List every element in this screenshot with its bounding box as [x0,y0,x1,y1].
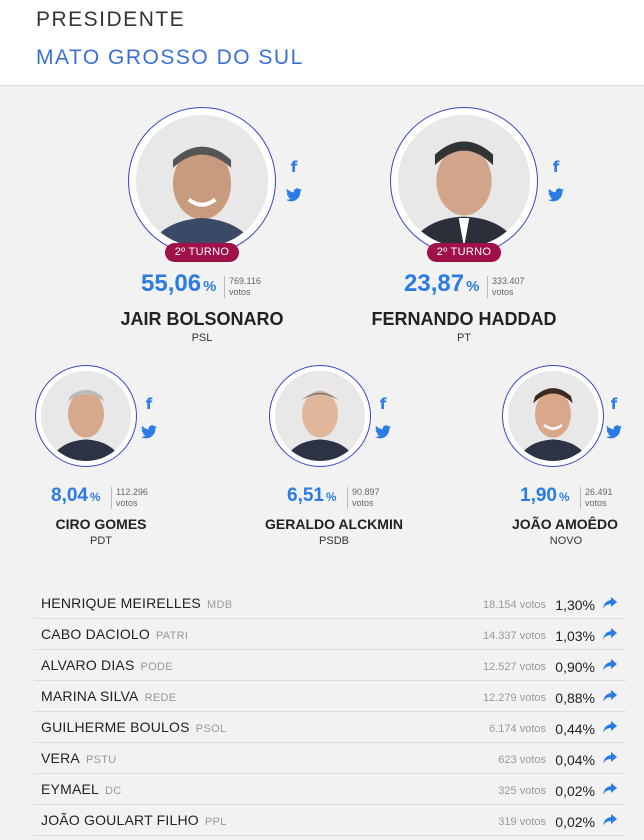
vote-count: 18.154 votos [483,599,546,611]
second-round-badge: 2º TURNO [165,243,239,262]
vote-count: 319 votos [498,816,546,828]
candidate-photo [41,371,131,461]
share-arrow-icon[interactable] [602,658,618,672]
candidate-photo-ring[interactable] [35,365,137,467]
candidate-name[interactable]: JAIR BOLSONARO [120,309,284,329]
candidate-photo-ring[interactable] [502,365,604,467]
candidate-name: HENRIQUE MEIRELLES [41,595,201,611]
vote-count: 112.296 votos [111,487,148,509]
vote-count: 12.279 votos [483,692,546,704]
vote-count: 12.527 votos [483,661,546,673]
vote-percentage: 0,90% [555,659,595,675]
vote-count: 769.116 votos [224,276,261,298]
vote-percentage: 1,30% [555,597,595,613]
vote-count: 26.491 votos [580,487,613,509]
share-arrow-icon[interactable] [602,596,618,610]
vote-percentage: 1,90% [520,485,570,506]
candidate-name: ALVARO DIAS [41,657,135,673]
candidate-photo [275,371,365,461]
candidate-party: PODE [140,661,173,673]
candidate-photo [136,115,268,247]
candidate-party: PT [456,332,472,344]
candidate-photo-ring[interactable] [390,107,538,255]
facebook-icon[interactable]: f [552,158,560,176]
vote-percentage: 8,04% [51,485,101,506]
candidate-name[interactable]: JOÃO AMOÊDO [511,516,619,532]
share-arrow-icon[interactable] [602,627,618,641]
list-item[interactable]: CABO DACIOLO PATRI 14.337 votos 1,03% [34,619,626,650]
twitter-icon[interactable] [545,188,567,207]
candidate-party: PSTU [85,754,117,766]
candidate-party: PSL [191,332,213,344]
candidate-party: NOVO [549,535,583,547]
vote-percentage: 23,87% [404,270,480,297]
candidate-party: REDE [144,692,177,704]
region-subtitle: MATO GROSSO DO SUL [36,46,304,69]
list-item[interactable]: EYMAEL DC 325 votos 0,02% [34,774,626,805]
list-item[interactable]: GUILHERME BOULOS PSOL 6.174 votos 0,44% [34,712,626,743]
list-item[interactable]: HENRIQUE MEIRELLES MDB 18.154 votos 1,30% [34,588,626,619]
twitter-icon[interactable] [283,188,305,207]
candidate-name: CABO DACIOLO [41,626,150,642]
candidate-name: JOÃO GOULART FILHO [41,812,199,828]
vote-percentage: 0,44% [555,721,595,737]
candidate-name[interactable]: CIRO GOMES [55,516,147,532]
list-item[interactable]: ALVARO DIAS PODE 12.527 votos 0,90% [34,650,626,681]
candidate-party: DC [105,785,122,797]
share-arrow-icon[interactable] [602,720,618,734]
candidate-party: PDT [90,535,112,547]
list-item[interactable]: MARINA SILVA REDE 12.279 votos 0,88% [34,681,626,712]
vote-percentage: 0,88% [555,690,595,706]
vote-percentage: 0,04% [555,752,595,768]
vote-count: 333.407 votos [487,276,525,298]
vote-count: 14.337 votos [483,630,546,642]
candidate-name: EYMAEL [41,781,99,797]
candidate-photo-ring[interactable] [269,365,371,467]
twitter-icon[interactable] [603,425,625,444]
candidate-party: PSOL [195,723,227,735]
candidate-photo [398,115,530,247]
vote-count: 623 votos [498,754,546,766]
facebook-icon[interactable]: f [379,395,387,413]
candidate-photo [508,371,598,461]
vote-count: 325 votos [498,785,546,797]
vote-count: 90.897 votos [347,487,380,509]
page-header: PRESIDENTE MATO GROSSO DO SUL [0,0,644,86]
candidate-party: MDB [206,599,233,611]
vote-count: 6.174 votos [489,723,546,735]
candidate-name: VERA [41,750,80,766]
page-title: PRESIDENTE [36,8,186,31]
facebook-icon[interactable]: f [290,158,298,176]
vote-percentage: 0,02% [555,783,595,799]
candidate-party: PPL [204,816,227,828]
vote-percentage: 55,06% [141,270,217,297]
list-item[interactable]: VERA PSTU 623 votos 0,04% [34,743,626,774]
vote-percentage: 1,03% [555,628,595,644]
vote-percentage: 6,51% [287,485,337,506]
candidate-name[interactable]: GERALDO ALCKMIN [265,516,403,532]
vote-percentage: 0,02% [555,814,595,830]
facebook-icon[interactable]: f [610,395,618,413]
candidate-name[interactable]: FERNANDO HADDAD [371,309,557,329]
candidate-name: GUILHERME BOULOS [41,719,190,735]
share-arrow-icon[interactable] [602,782,618,796]
candidate-photo-ring[interactable] [128,107,276,255]
share-arrow-icon[interactable] [602,751,618,765]
facebook-icon[interactable]: f [145,395,153,413]
share-arrow-icon[interactable] [602,689,618,703]
candidate-party: PATRI [155,630,189,642]
list-item[interactable]: JOÃO GOULART FILHO PPL 319 votos 0,02% [34,805,626,836]
second-round-badge: 2º TURNO [427,243,501,262]
twitter-icon[interactable] [138,425,160,444]
twitter-icon[interactable] [372,425,394,444]
other-candidates-list: HENRIQUE MEIRELLES MDB 18.154 votos 1,30%… [34,588,626,836]
candidate-name: MARINA SILVA [41,688,139,704]
candidate-party: PSDB [319,535,349,547]
share-arrow-icon[interactable] [602,813,618,827]
